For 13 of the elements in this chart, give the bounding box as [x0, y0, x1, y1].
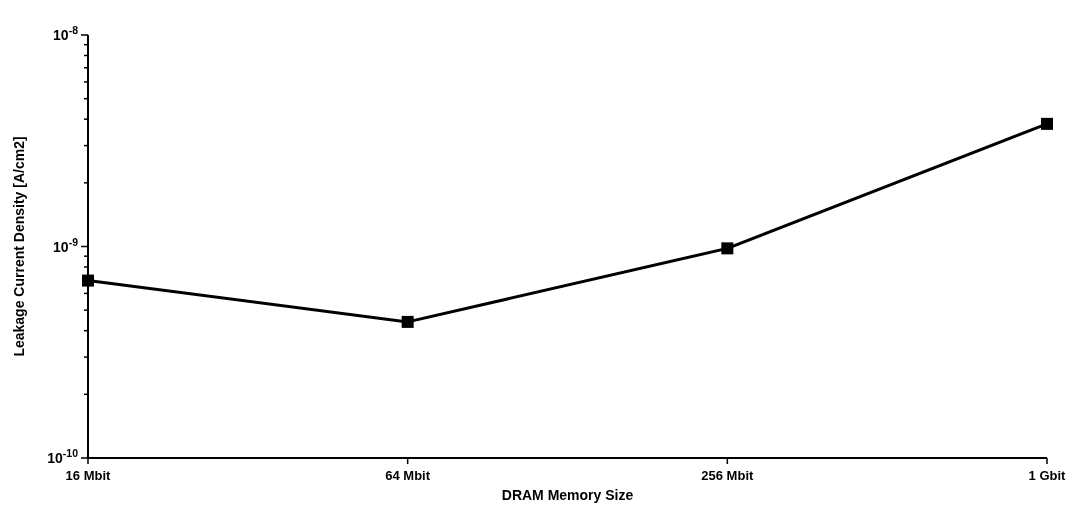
x-tick-label: 1 Gbit [1028, 468, 1067, 483]
point [721, 242, 734, 255]
point [1041, 117, 1053, 130]
point [82, 274, 94, 287]
x-tick-label: 64 Mbit [385, 468, 431, 483]
x-axis-title: DRAM Memory Size [501, 487, 634, 503]
y-tick-label: 10$^{-8}$ [53, 24, 79, 43]
y-tick-label: 10$^{-9}$ [53, 235, 79, 255]
point [401, 315, 414, 328]
y-tick-label: 10$^{-10}$ [47, 447, 79, 466]
x-tick-label: 256 Mbit [701, 468, 755, 483]
x-tick-label: 16 Mbit [65, 468, 112, 483]
y-axis-title: Leakage Current Density [A/cm2] [11, 136, 27, 357]
